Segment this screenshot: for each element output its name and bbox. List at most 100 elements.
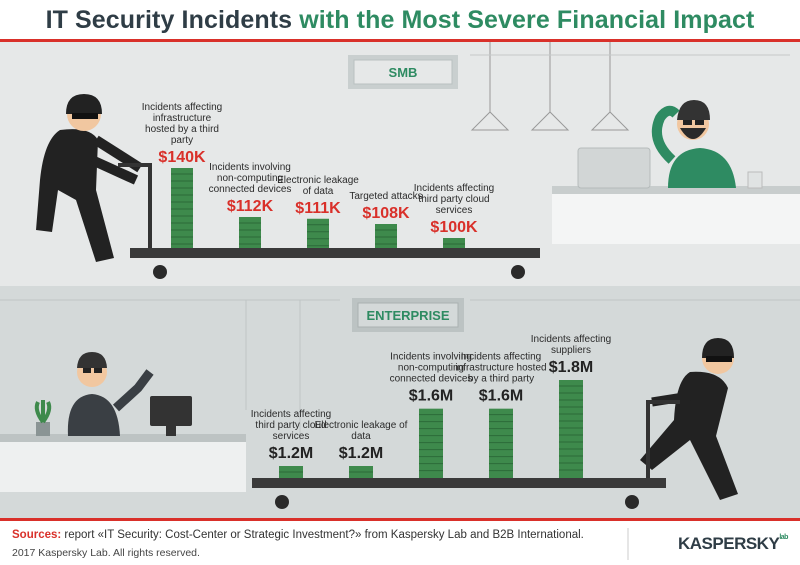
smb-office-desk bbox=[552, 147, 800, 244]
smb-panel: SMB bbox=[0, 42, 800, 286]
bar-3 bbox=[419, 408, 443, 478]
bar-2 bbox=[239, 217, 261, 248]
smb-cart-platform bbox=[130, 248, 540, 258]
money-stack-4 bbox=[489, 408, 513, 478]
bottom-red-rule bbox=[0, 518, 800, 521]
smb-manager bbox=[652, 100, 736, 188]
bar-4 bbox=[489, 408, 513, 478]
ceiling-lamps bbox=[470, 42, 790, 131]
category-label-line: Incidents affecting bbox=[414, 183, 494, 194]
enterprise-cart-platform bbox=[252, 478, 666, 488]
smb-thief bbox=[36, 94, 143, 262]
bar-1 bbox=[171, 168, 193, 248]
bar-5 bbox=[559, 380, 583, 478]
category-label-2: Electronic leakage of data bbox=[315, 420, 408, 442]
value-label-1: $1.2M bbox=[269, 445, 313, 462]
value-label-2: $112K bbox=[227, 198, 274, 215]
money-stack-2 bbox=[349, 466, 373, 478]
category-label-2: Incidents involving non-computing connecte… bbox=[209, 162, 292, 195]
category-label-5: Incidents affecting third party cloud serv… bbox=[414, 183, 494, 216]
sources-text: report «IT Security: Cost-Center or Stra… bbox=[61, 529, 584, 541]
category-label-line: non-computing bbox=[217, 173, 283, 184]
category-label-3: Incidents involving non-computing connecte… bbox=[390, 352, 473, 385]
value-label-4: $1.6M bbox=[479, 388, 523, 405]
category-label-line: data bbox=[351, 431, 371, 442]
enterprise-manager bbox=[67, 352, 154, 436]
bar-3 bbox=[307, 218, 329, 248]
enterprise-cart-wheel-left bbox=[275, 495, 289, 509]
value-label-3: $1.6M bbox=[409, 388, 453, 405]
title-part-1: IT Security Incidents bbox=[45, 6, 300, 34]
category-label-line: infrastructure hosted bbox=[455, 363, 546, 374]
plant-pot bbox=[36, 422, 50, 436]
category-label-line: connected devices bbox=[390, 374, 473, 385]
money-stack-3 bbox=[419, 408, 443, 478]
category-label-line: Electronic leakage of bbox=[315, 420, 408, 431]
category-label-line: third party cloud bbox=[255, 420, 326, 431]
enterprise-cart-wheel-right bbox=[625, 495, 639, 509]
category-label-4: Targeted attacks bbox=[349, 191, 422, 202]
money-stack-5 bbox=[443, 238, 465, 248]
money-stack-2 bbox=[239, 217, 261, 248]
category-label-line: third party cloud bbox=[418, 194, 489, 205]
value-label-3: $111K bbox=[295, 200, 341, 217]
copyright: 2017 Kaspersky Lab. All rights reserved. bbox=[12, 547, 200, 559]
enterprise-wall-lines bbox=[0, 299, 800, 440]
smb-cart-wheel-right bbox=[511, 265, 525, 279]
category-label-line: suppliers bbox=[551, 345, 591, 356]
category-label-line: Incidents affecting bbox=[531, 334, 611, 345]
money-stack-1 bbox=[171, 168, 193, 248]
value-label-2: $1.2M bbox=[339, 445, 383, 462]
logo-sub: lab bbox=[779, 534, 788, 541]
value-label-4: $108K bbox=[362, 205, 410, 222]
page-title: IT Security Incidents with the Most Seve… bbox=[0, 6, 800, 35]
category-label-1: Incidents affecting third party cloud serv… bbox=[251, 409, 331, 442]
money-stack-5 bbox=[559, 380, 583, 478]
money-stack-4 bbox=[375, 224, 397, 248]
category-label-3: Electronic leakage of data bbox=[277, 175, 359, 197]
top-red-rule bbox=[0, 39, 800, 42]
category-label-line: services bbox=[273, 431, 310, 442]
category-label-line: non-computing bbox=[398, 363, 464, 374]
category-label-5: Incidents affecting suppliers bbox=[531, 334, 611, 356]
sources-line: Sources: report «IT Security: Cost-Cente… bbox=[12, 529, 584, 541]
smb-cart-wheel-left bbox=[153, 265, 167, 279]
category-label-line: Targeted attacks bbox=[349, 191, 422, 202]
value-label-1: $140K bbox=[158, 149, 206, 166]
category-label-line: services bbox=[436, 205, 473, 216]
category-label-line: Electronic leakage bbox=[277, 175, 359, 186]
category-label-line: by a third party bbox=[468, 374, 534, 385]
plant bbox=[34, 400, 52, 424]
sources-label: Sources: bbox=[12, 529, 62, 541]
enterprise-cart-handle bbox=[646, 400, 680, 480]
category-label-line: of data bbox=[303, 186, 334, 197]
value-label-5: $100K bbox=[430, 219, 478, 236]
smb-cart-handle bbox=[118, 163, 152, 250]
category-label-line: Incidents affecting bbox=[461, 352, 541, 363]
category-label-1: Incidents affecting infrastructure hosted … bbox=[142, 102, 222, 146]
bar-5 bbox=[443, 238, 465, 248]
coffee-cup bbox=[747, 171, 763, 189]
category-label-line: Incidents affecting bbox=[251, 409, 331, 420]
enterprise-cart bbox=[252, 400, 680, 509]
enterprise-panel: ENTERPRISE bbox=[0, 286, 800, 518]
monitor bbox=[150, 396, 192, 426]
smb-cart bbox=[118, 163, 540, 279]
money-stack-3 bbox=[307, 218, 329, 248]
category-label-line: connected devices bbox=[209, 184, 292, 195]
category-label-line: Incidents involving bbox=[390, 352, 472, 363]
enterprise-office-desk bbox=[0, 396, 246, 492]
logo-text: KASPERSKY bbox=[678, 534, 780, 553]
category-label-line: hosted by a third bbox=[145, 124, 219, 135]
kaspersky-logo: KASPERSKYlab bbox=[678, 534, 788, 554]
enterprise-thief bbox=[640, 338, 738, 500]
laptop bbox=[577, 147, 651, 189]
money-stack-1 bbox=[279, 466, 303, 478]
category-label-line: infrastructure bbox=[153, 113, 212, 124]
title-part-2: with the Most Severe Financial Impact bbox=[299, 6, 755, 34]
smb-section-title: SMB bbox=[389, 65, 418, 80]
